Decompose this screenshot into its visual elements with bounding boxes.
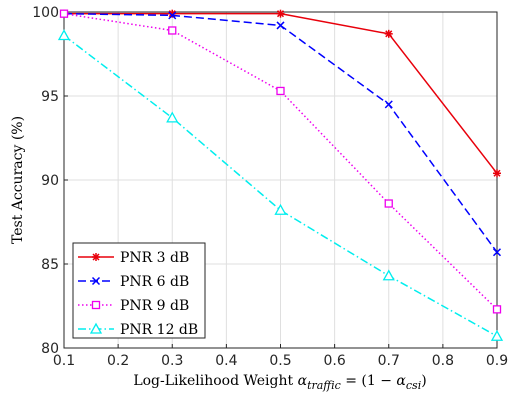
legend-marker xyxy=(92,253,100,261)
series-line xyxy=(63,34,498,337)
data-point xyxy=(57,29,71,41)
ticks: 0.1 0.2 0.3 0.4 0.5 0.6 0.7 0.8 0.9 80 85 90 95 100 xyxy=(32,5,508,369)
data-point xyxy=(276,21,285,30)
legend-label: PNR 9 dB xyxy=(120,298,189,314)
series-2 xyxy=(59,9,502,257)
series-4 xyxy=(57,29,504,341)
data-point xyxy=(384,100,393,109)
legend-label: PNR 3 dB xyxy=(120,250,189,266)
x-tick-label: 0.2 xyxy=(107,353,129,369)
data-point xyxy=(382,269,395,281)
series-layer xyxy=(57,9,504,341)
y-axis-label: Test Accuracy (%) xyxy=(10,116,26,244)
data-point xyxy=(493,169,501,178)
data-point xyxy=(384,29,393,38)
x-axis-label-sub-1: traffic xyxy=(307,379,341,392)
legend-label: PNR 6 dB xyxy=(120,274,189,290)
data-point xyxy=(59,9,69,18)
x-tick-label: 0.1 xyxy=(53,353,75,369)
data-point xyxy=(276,86,285,96)
legend-marker xyxy=(91,300,101,310)
x-axis-label: Log-Likelihood Weight αtraffic = (1 − αc… xyxy=(133,373,426,392)
legend: PNR 3 dB PNR 6 dB PNR 9 dB PNR 12 dB xyxy=(72,242,206,339)
data-point xyxy=(492,305,502,314)
x-tick-label: 0.3 xyxy=(161,353,183,369)
data-point xyxy=(168,26,177,35)
x-tick-label: 0.6 xyxy=(323,353,345,369)
legend-label: PNR 12 dB xyxy=(120,322,198,338)
y-tick-label: 85 xyxy=(41,257,59,273)
y-tick-label: 100 xyxy=(32,5,59,21)
series-3 xyxy=(59,9,502,314)
data-point xyxy=(168,11,177,20)
x-axis-label-prefix: Log-Likelihood Weight xyxy=(133,373,297,389)
x-axis-label-alpha-1: α xyxy=(298,373,308,389)
data-point xyxy=(168,9,177,18)
data-point xyxy=(384,199,393,208)
x-tick-label: 0.8 xyxy=(432,353,454,369)
x-axis-label-suffix: ) xyxy=(421,373,426,389)
x-tick-label: 0.5 xyxy=(269,353,291,369)
x-axis-label-middle: = (1 − xyxy=(341,373,397,389)
y-tick-label: 90 xyxy=(41,173,59,189)
y-tick-label: 80 xyxy=(41,341,59,357)
data-point xyxy=(490,329,504,341)
legend-entry: PNR 6 dB xyxy=(78,274,189,290)
y-tick-label: 95 xyxy=(41,89,59,105)
data-point xyxy=(492,248,502,257)
legend-marker xyxy=(91,276,101,286)
x-tick-label: 0.4 xyxy=(215,353,237,369)
legend-entry: PNR 3 dB xyxy=(78,250,189,266)
legend-entry: PNR 12 dB xyxy=(78,322,198,338)
x-tick-label: 0.7 xyxy=(378,353,400,369)
series-line xyxy=(63,12,498,310)
x-axis-label-sub-2: csi xyxy=(406,379,421,392)
data-point xyxy=(276,9,285,18)
x-axis-label-alpha-2: α xyxy=(396,373,406,389)
legend-entry: PNR 9 dB xyxy=(78,298,189,314)
data-point xyxy=(274,203,287,215)
legend-marker xyxy=(89,322,103,334)
data-point xyxy=(166,111,179,123)
x-tick-label: 0.9 xyxy=(486,353,508,369)
legend-items: PNR 3 dB PNR 6 dB PNR 9 dB PNR 12 dB xyxy=(78,250,198,338)
